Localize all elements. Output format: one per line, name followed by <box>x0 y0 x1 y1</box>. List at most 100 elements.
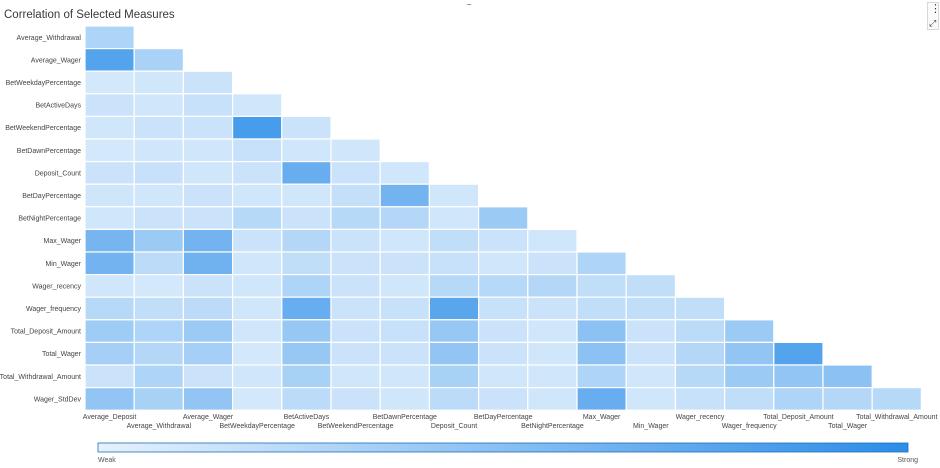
heatmap-cell-total-deposit-amount-x-wager-recency[interactable] <box>674 319 726 343</box>
heatmap-cell-total-deposit-amount-x-average-deposit[interactable] <box>84 319 135 343</box>
heatmap-cell-wager-stddev-x-total-deposit-amount[interactable] <box>773 387 824 411</box>
heatmap-cell-betnightpercentage-x-betweekdaypercentage[interactable] <box>232 206 283 231</box>
heatmap-cell-betweekdaypercentage-x-average-deposit[interactable] <box>84 70 135 95</box>
heatmap-cell-wager-recency-x-average-wager[interactable] <box>182 274 234 298</box>
heatmap-cell-total-wager-x-total-deposit-amount[interactable] <box>773 341 824 366</box>
heatmap-cell-wager-recency-x-betdawnpercentage[interactable] <box>379 274 431 298</box>
heatmap-cell-total-wager-x-betdaypercentage[interactable] <box>478 341 529 366</box>
heatmap-cell-wager-frequency-x-betdaypercentage[interactable] <box>478 296 529 321</box>
heatmap-cell-wager-frequency-x-betweekendpercentage[interactable] <box>330 296 381 321</box>
heatmap-cell-max-wager-x-average-wager[interactable] <box>182 228 234 253</box>
heatmap-cell-total-withdrawal-amount-x-betdaypercentage[interactable] <box>478 364 529 389</box>
heatmap-cell-betnightpercentage-x-betweekendpercentage[interactable] <box>330 206 381 231</box>
heatmap-cell-total-deposit-amount-x-betactivedays[interactable] <box>281 319 332 343</box>
heatmap-cell-min-wager-x-betactivedays[interactable] <box>281 251 332 276</box>
maximize-icon[interactable]: ⤢ <box>929 18 937 28</box>
heatmap-cell-wager-stddev-x-betweekendpercentage[interactable] <box>330 387 381 411</box>
heatmap-cell-deposit-count-x-betdawnpercentage[interactable] <box>379 161 431 185</box>
heatmap-cell-betnightpercentage-x-average-wager[interactable] <box>182 206 234 231</box>
heatmap-cell-betdawnpercentage-x-average-deposit[interactable] <box>84 138 135 163</box>
heatmap-cell-betactivedays-x-average-withdrawal[interactable] <box>133 93 184 118</box>
heatmap-cell-deposit-count-x-betactivedays[interactable] <box>281 161 332 185</box>
heatmap-cell-betweekendpercentage-x-average-withdrawal[interactable] <box>133 115 184 140</box>
heatmap-cell-wager-stddev-x-total-withdrawal-amount[interactable] <box>871 387 923 411</box>
heatmap-cell-deposit-count-x-betweekendpercentage[interactable] <box>330 161 381 185</box>
heatmap-cell-total-withdrawal-amount-x-average-withdrawal[interactable] <box>133 364 184 389</box>
heatmap-cell-total-deposit-amount-x-betdawnpercentage[interactable] <box>379 319 431 343</box>
heatmap-cell-total-withdrawal-amount-x-average-deposit[interactable] <box>84 364 135 389</box>
heatmap-cell-betnightpercentage-x-average-deposit[interactable] <box>84 206 135 231</box>
heatmap-cell-betweekdaypercentage-x-average-wager[interactable] <box>182 70 234 95</box>
heatmap-cell-betactivedays-x-average-wager[interactable] <box>182 93 234 118</box>
heatmap-cell-total-wager-x-betdawnpercentage[interactable] <box>379 341 431 366</box>
heatmap-cell-wager-recency-x-betactivedays[interactable] <box>281 274 332 298</box>
heatmap-cell-max-wager-x-betweekendpercentage[interactable] <box>330 228 381 253</box>
heatmap-cell-total-wager-x-average-withdrawal[interactable] <box>133 341 184 366</box>
heatmap-cell-wager-stddev-x-average-withdrawal[interactable] <box>133 387 184 411</box>
heatmap-cell-total-withdrawal-amount-x-total-wager[interactable] <box>822 364 873 389</box>
heatmap-cell-max-wager-x-betweekdaypercentage[interactable] <box>232 228 283 253</box>
heatmap-cell-betnightpercentage-x-betactivedays[interactable] <box>281 206 332 231</box>
heatmap-cell-average-wager-x-average-withdrawal[interactable] <box>133 47 184 72</box>
heatmap-cell-betweekendpercentage-x-betactivedays[interactable] <box>281 115 332 140</box>
heatmap-cell-deposit-count-x-average-wager[interactable] <box>182 161 234 185</box>
heatmap-cell-wager-stddev-x-average-wager[interactable] <box>182 387 234 411</box>
heatmap-cell-total-wager-x-betweekdaypercentage[interactable] <box>232 341 283 366</box>
heatmap-cell-average-wager-x-average-deposit[interactable] <box>84 47 135 72</box>
heatmap-cell-wager-frequency-x-deposit-count[interactable] <box>428 296 480 321</box>
more-options-icon[interactable]: ⋮ <box>930 3 940 15</box>
heatmap-cell-min-wager-x-betweekendpercentage[interactable] <box>330 251 381 276</box>
heatmap-cell-betdaypercentage-x-average-withdrawal[interactable] <box>133 183 184 208</box>
heatmap-cell-betdawnpercentage-x-betweekendpercentage[interactable] <box>330 138 381 163</box>
heatmap-cell-betdawnpercentage-x-betactivedays[interactable] <box>281 138 332 163</box>
heatmap-cell-betdawnpercentage-x-average-wager[interactable] <box>182 138 234 163</box>
heatmap-cell-betnightpercentage-x-average-withdrawal[interactable] <box>133 206 184 231</box>
heatmap-cell-total-wager-x-wager-frequency[interactable] <box>723 341 775 366</box>
heatmap-cell-wager-recency-x-deposit-count[interactable] <box>428 274 480 298</box>
heatmap-cell-total-deposit-amount-x-betdaypercentage[interactable] <box>478 319 529 343</box>
heatmap-cell-max-wager-x-betdawnpercentage[interactable] <box>379 228 431 253</box>
heatmap-cell-total-deposit-amount-x-betweekendpercentage[interactable] <box>330 319 381 343</box>
heatmap-cell-betweekendpercentage-x-average-wager[interactable] <box>182 115 234 140</box>
heatmap-cell-total-deposit-amount-x-max-wager[interactable] <box>576 319 627 343</box>
heatmap-cell-total-wager-x-average-deposit[interactable] <box>84 341 135 366</box>
heatmap-cell-total-deposit-amount-x-average-wager[interactable] <box>182 319 234 343</box>
heatmap-cell-deposit-count-x-average-withdrawal[interactable] <box>133 161 184 185</box>
heatmap-cell-wager-stddev-x-max-wager[interactable] <box>576 387 627 411</box>
heatmap-cell-min-wager-x-average-deposit[interactable] <box>84 251 135 276</box>
heatmap-cell-deposit-count-x-betweekdaypercentage[interactable] <box>232 161 283 185</box>
heatmap-cell-wager-frequency-x-betnightpercentage[interactable] <box>527 296 578 321</box>
heatmap-cell-betdaypercentage-x-average-deposit[interactable] <box>84 183 135 208</box>
heatmap-cell-wager-recency-x-betdaypercentage[interactable] <box>478 274 529 298</box>
heatmap-cell-betweekendpercentage-x-betweekdaypercentage[interactable] <box>232 115 283 140</box>
heatmap-cell-total-withdrawal-amount-x-min-wager[interactable] <box>625 364 677 389</box>
heatmap-cell-wager-recency-x-max-wager[interactable] <box>576 274 627 298</box>
heatmap-cell-betnightpercentage-x-betdaypercentage[interactable] <box>478 206 529 231</box>
heatmap-cell-wager-stddev-x-betactivedays[interactable] <box>281 387 332 411</box>
heatmap-cell-total-withdrawal-amount-x-betweekendpercentage[interactable] <box>330 364 381 389</box>
heatmap-cell-total-withdrawal-amount-x-betdawnpercentage[interactable] <box>379 364 431 389</box>
heatmap-cell-min-wager-x-average-wager[interactable] <box>182 251 234 276</box>
heatmap-cell-total-wager-x-max-wager[interactable] <box>576 341 627 366</box>
heatmap-cell-total-withdrawal-amount-x-deposit-count[interactable] <box>428 364 480 389</box>
heatmap-cell-wager-frequency-x-min-wager[interactable] <box>625 296 677 321</box>
heatmap-cell-total-withdrawal-amount-x-wager-recency[interactable] <box>674 364 726 389</box>
heatmap-cell-wager-stddev-x-betnightpercentage[interactable] <box>527 387 578 411</box>
heatmap-cell-wager-stddev-x-deposit-count[interactable] <box>428 387 480 411</box>
heatmap-cell-wager-frequency-x-max-wager[interactable] <box>576 296 627 321</box>
heatmap-cell-wager-stddev-x-betdaypercentage[interactable] <box>478 387 529 411</box>
heatmap-cell-betdaypercentage-x-deposit-count[interactable] <box>428 183 480 208</box>
heatmap-cell-betactivedays-x-betweekdaypercentage[interactable] <box>232 93 283 118</box>
heatmap-cell-total-deposit-amount-x-average-withdrawal[interactable] <box>133 319 184 343</box>
heatmap-cell-total-wager-x-wager-recency[interactable] <box>674 341 726 366</box>
heatmap-cell-min-wager-x-max-wager[interactable] <box>576 251 627 276</box>
heatmap-cell-wager-recency-x-average-withdrawal[interactable] <box>133 274 184 298</box>
heatmap-cell-total-deposit-amount-x-deposit-count[interactable] <box>428 319 480 343</box>
heatmap-cell-min-wager-x-deposit-count[interactable] <box>428 251 480 276</box>
heatmap-cell-total-withdrawal-amount-x-total-deposit-amount[interactable] <box>773 364 824 389</box>
heatmap-cell-total-withdrawal-amount-x-average-wager[interactable] <box>182 364 234 389</box>
heatmap-cell-min-wager-x-betnightpercentage[interactable] <box>527 251 578 276</box>
heatmap-cell-wager-recency-x-betnightpercentage[interactable] <box>527 274 578 298</box>
heatmap-cell-betdaypercentage-x-betweekendpercentage[interactable] <box>330 183 381 208</box>
heatmap-cell-wager-recency-x-betweekendpercentage[interactable] <box>330 274 381 298</box>
